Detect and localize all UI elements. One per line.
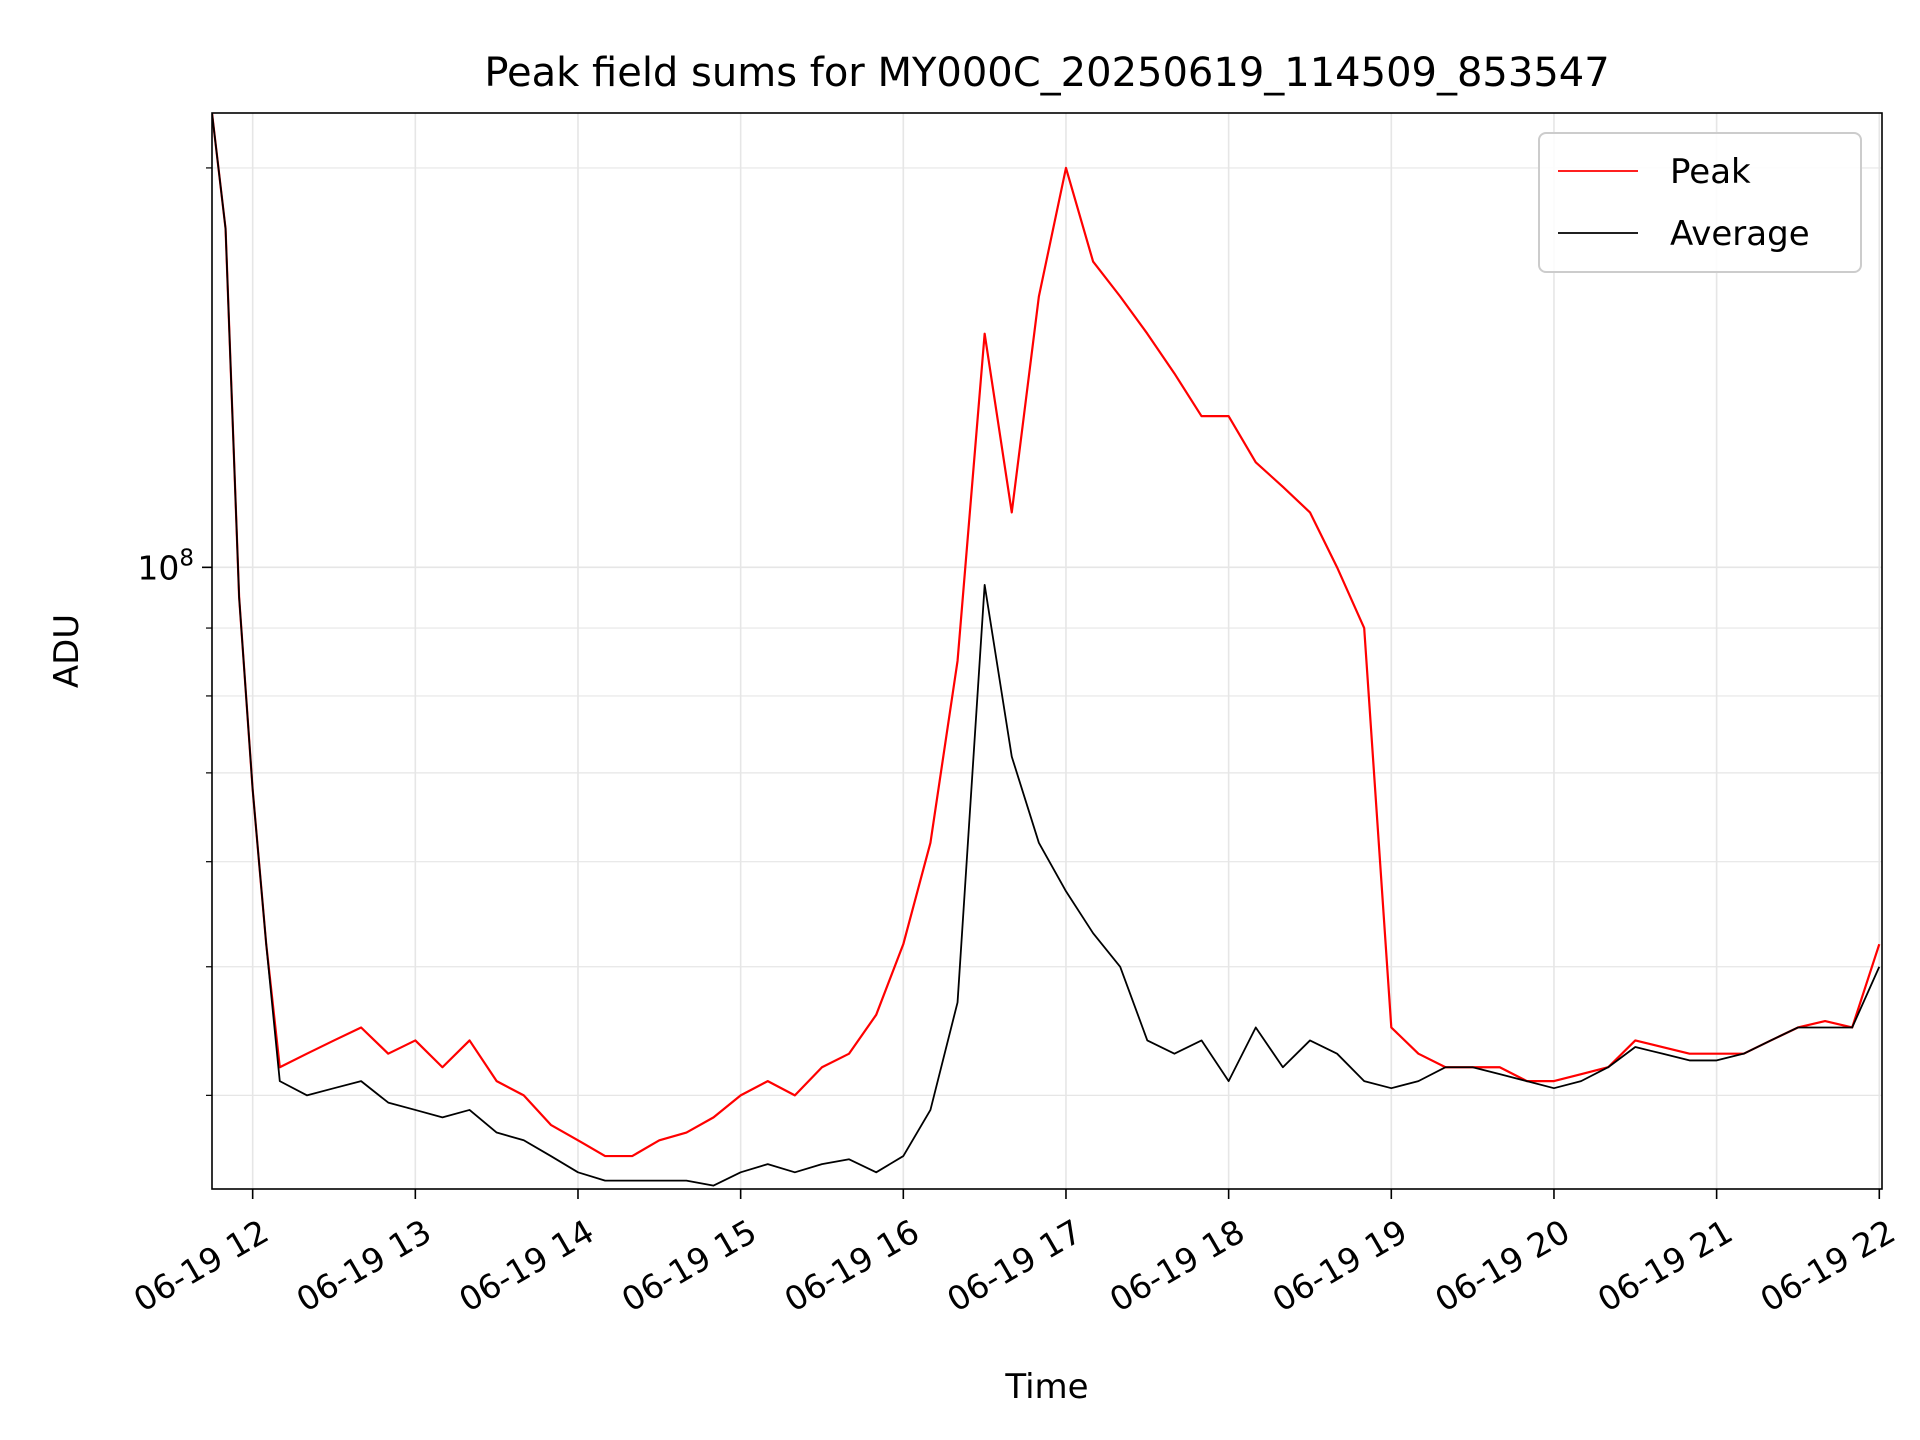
legend-box	[1538, 132, 1862, 273]
series-line-peak	[212, 113, 1881, 1158]
chart-title: Peak field sums for MY000C_20250619_1145…	[484, 50, 1609, 96]
y-axis-label: ADU	[47, 614, 87, 688]
legend: Peak Average	[1538, 132, 1862, 273]
series-layer	[212, 113, 1881, 1187]
y-tick-label: 108	[137, 545, 194, 587]
y-axis-ticks: 108	[137, 167, 212, 1096]
legend-peak-label: Peak	[1670, 152, 1751, 192]
x-axis-label: Time	[1004, 1367, 1088, 1407]
y-tick-label-base: 10	[137, 548, 179, 587]
y-tick-label-exponent: 8	[179, 545, 194, 571]
plot-frame	[211, 112, 1883, 1190]
series-line-average	[212, 113, 1881, 1187]
legend-average-label: Average	[1670, 214, 1810, 254]
